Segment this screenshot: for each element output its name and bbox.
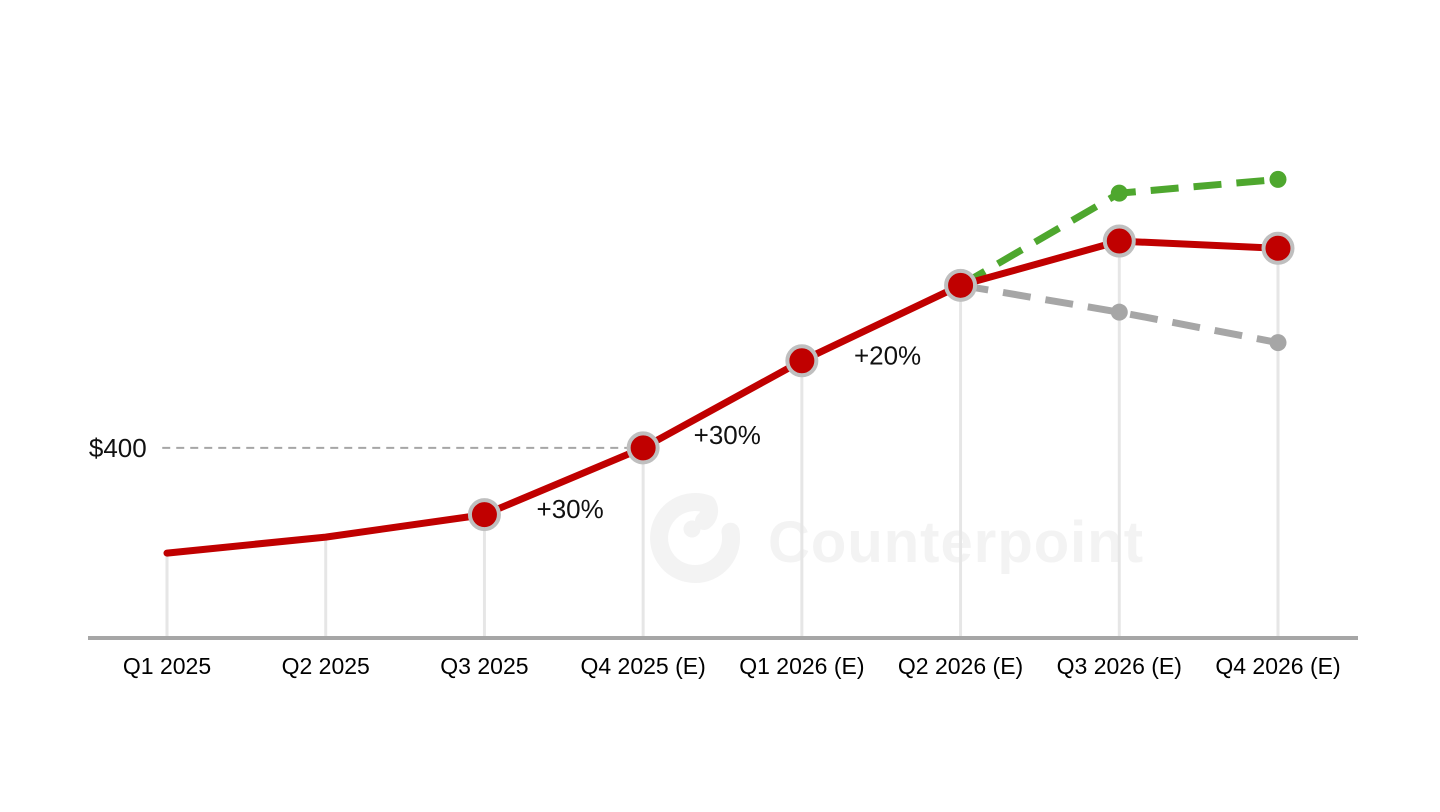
x-tick-label: Q3 2026 (E) bbox=[1057, 653, 1182, 679]
drop-lines-layer bbox=[165, 241, 1280, 636]
data-point-marker bbox=[944, 268, 978, 302]
x-axis-tick-labels: Q1 2025 Q2 2025 Q3 2025 Q4 2025 (E) Q1 2026 … bbox=[123, 653, 1341, 679]
data-point-marker bbox=[1102, 224, 1136, 258]
red-main-line-polyline bbox=[163, 237, 1282, 557]
x-tick-label: Q2 2026 (E) bbox=[898, 653, 1023, 679]
counterpoint-logo-icon bbox=[650, 493, 741, 584]
x-tick-label: Q3 2025 bbox=[440, 653, 528, 679]
watermark: Counterpoint bbox=[650, 493, 1144, 584]
x-tick-label: Q4 2025 (E) bbox=[580, 653, 705, 679]
data-point-dot bbox=[1110, 184, 1128, 202]
reference-line-layer: $400 bbox=[89, 433, 631, 463]
x-tick-label: Q2 2025 bbox=[282, 653, 370, 679]
data-point-marker bbox=[785, 344, 819, 378]
data-point-dot bbox=[1269, 334, 1287, 352]
x-tick-label: Q4 2026 (E) bbox=[1215, 653, 1340, 679]
logo-hook bbox=[695, 495, 718, 530]
growth-annotation: +30% bbox=[537, 494, 604, 524]
red-series-layer bbox=[163, 237, 1282, 557]
data-point-marker bbox=[626, 431, 660, 465]
gray-series-layer bbox=[960, 281, 1279, 347]
data-point-dot bbox=[1269, 170, 1287, 188]
annotations-layer: +30% +30% +20% bbox=[537, 341, 922, 524]
logo-dot bbox=[683, 520, 701, 538]
x-tick-label: Q1 2026 (E) bbox=[739, 653, 864, 679]
logo-ring bbox=[650, 493, 741, 584]
watermark-text: Counterpoint bbox=[768, 510, 1144, 575]
ref-value-label: $400 bbox=[89, 433, 147, 463]
gray-downside-dashed-polyline bbox=[960, 281, 1279, 347]
markers-layer bbox=[467, 170, 1295, 532]
growth-annotation: +30% bbox=[694, 420, 761, 450]
x-tick-label: Q1 2025 bbox=[123, 653, 211, 679]
data-point-marker bbox=[467, 498, 501, 532]
data-point-dot bbox=[1110, 303, 1128, 321]
growth-annotation: +20% bbox=[854, 341, 921, 371]
data-point-marker bbox=[1261, 231, 1295, 265]
